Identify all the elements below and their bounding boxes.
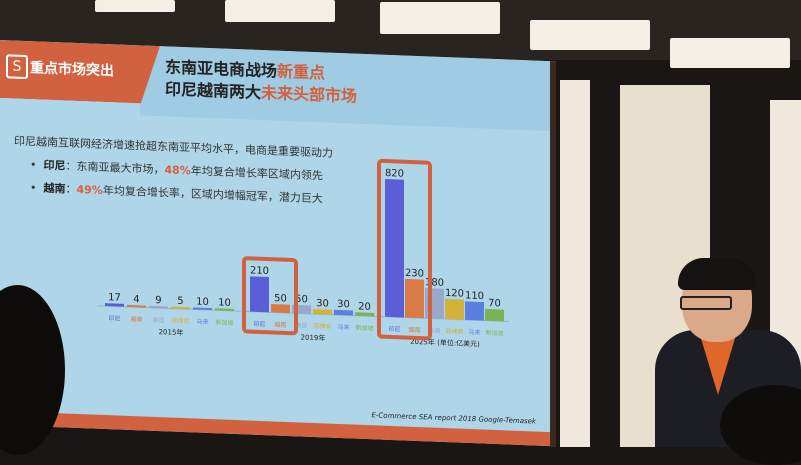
bar-2025-菲律宾 [445,298,464,320]
value-label: 4 [133,294,139,305]
category-label: 泰国 [152,316,164,324]
group-label: 2019年 [301,333,326,343]
category-label: 越南 [274,321,286,329]
ceiling-light [95,0,175,12]
bar-2025-越南 [405,278,424,319]
category-label: 印尼 [108,315,120,322]
category-label: 新加坡 [215,318,233,327]
group-label: 2025年 (单位:亿美元) [410,337,480,349]
value-label: 10 [196,297,209,308]
bar-2025-马来 [465,301,484,321]
bar-2015-新加坡 [215,308,234,311]
category-label: 越南 [408,326,420,334]
category-label: 菲律宾 [445,327,463,336]
presentation-slide: S 重点市场突出 东南亚电商战场新重点 印尼越南两大未来头部市场 印尼越南互联网… [0,40,556,447]
bar-2025-泰国 [425,288,444,320]
ceiling-light [530,20,650,50]
category-label: 菲律宾 [171,317,189,326]
ceiling-light [380,2,500,34]
value-label: 70 [488,298,501,309]
highlight-box [242,256,298,336]
bar-2019-印尼 [250,276,269,313]
category-label: 马来 [468,328,480,336]
value-label: 230 [405,268,424,280]
value-label: 10 [218,297,231,308]
category-label: 越南 [130,315,142,323]
bar-2015-马来 [193,307,212,311]
value-label: 50 [295,294,308,305]
bar-2015-越南 [127,304,146,308]
category-label: 新加坡 [355,324,373,333]
category-label: 印尼 [388,326,400,333]
bar-2019-越南 [271,304,290,314]
bar-2015-印尼 [105,303,124,307]
category-label: 马来 [196,318,208,326]
wall-panel [560,80,590,447]
value-label: 180 [425,277,444,289]
bar-2025-新加坡 [485,308,504,322]
value-label: 17 [108,292,121,303]
value-label: 20 [358,301,371,312]
category-label: 印尼 [253,321,265,328]
value-label: 30 [337,299,350,310]
group-label: 2015年 [159,327,184,337]
value-label: 30 [316,298,329,309]
highlight-box [377,158,432,341]
bar-2015-菲律宾 [171,306,190,310]
bar-2025-印尼 [385,179,404,318]
value-label: 5 [177,296,183,307]
category-label: 新加坡 [485,329,503,338]
category-label: 泰国 [295,321,307,329]
value-label: 50 [274,293,287,304]
gmv-bar-chart: 17 印尼 4 越南 9 泰国 5 菲律宾 10 马来 10 新加坡 2015年 210 印尼 50 越南 50 泰… [97,158,509,349]
category-label: 马来 [337,323,349,331]
bar-2015-泰国 [149,305,168,309]
speaker-hair [678,258,756,290]
category-label: 泰国 [428,326,440,334]
value-label: 9 [155,295,161,306]
ceiling-light [225,0,335,22]
value-label: 120 [445,288,464,300]
value-label: 210 [250,265,269,277]
value-label: 110 [465,290,484,302]
bar-2019-菲律宾 [313,308,332,315]
value-label: 820 [385,168,404,180]
bar-2019-马来 [334,309,353,316]
ceiling-light [670,38,790,68]
bar-2019-新加坡 [355,312,374,317]
category-label: 菲律宾 [313,322,331,331]
speaker-glasses [680,296,732,310]
